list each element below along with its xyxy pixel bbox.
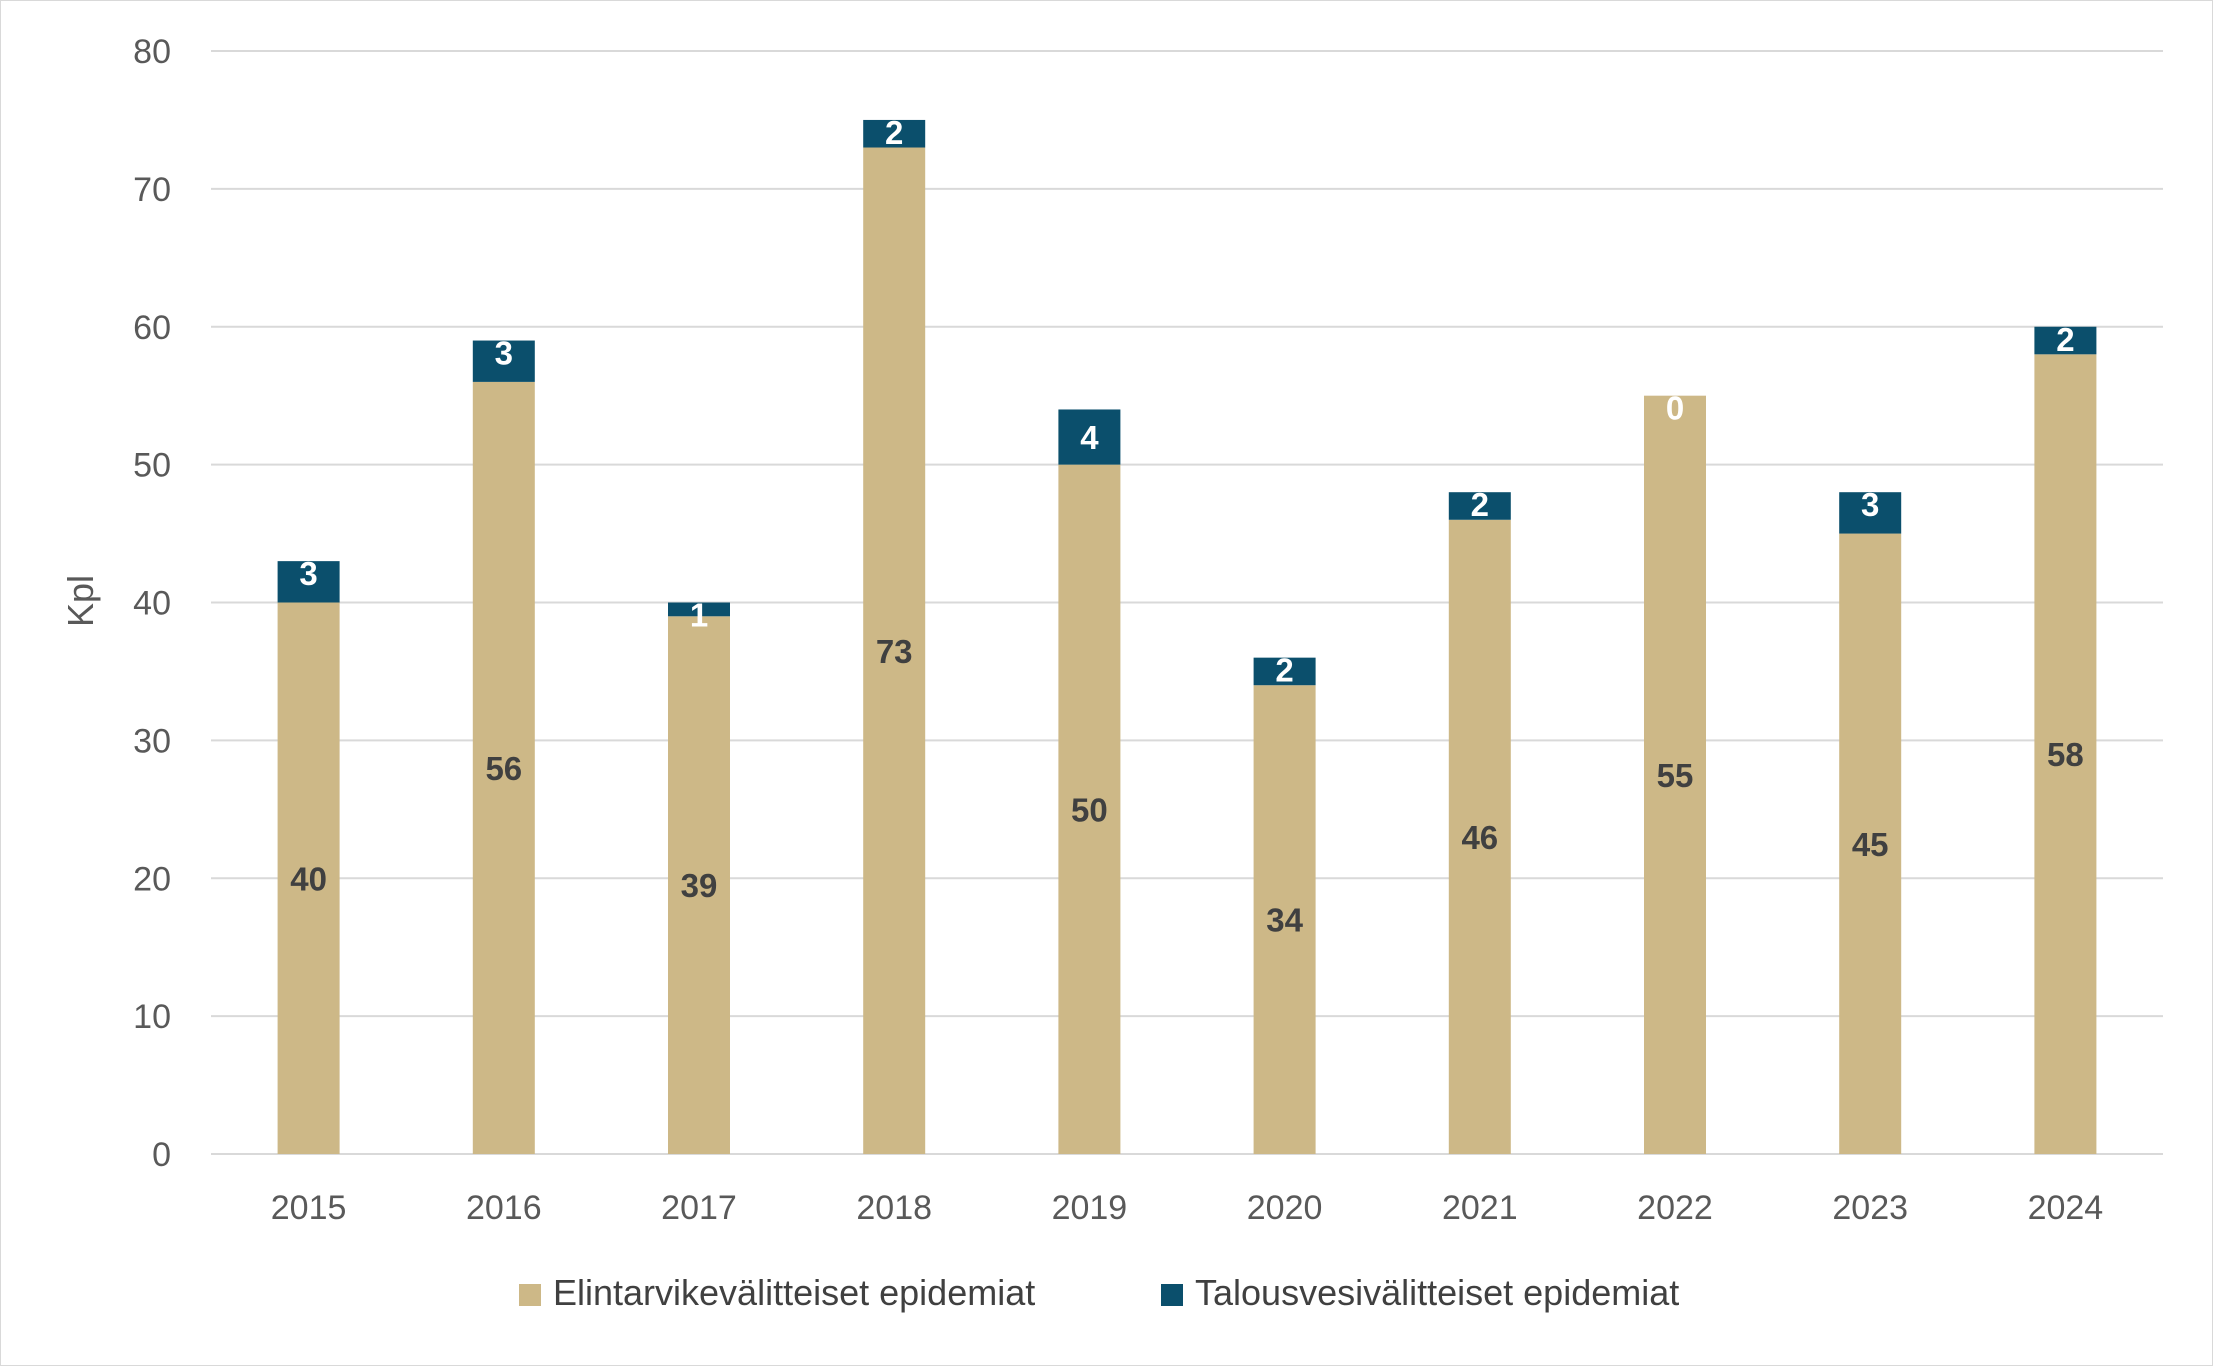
water-bar-segment [1448,492,1511,520]
food-bar-segment [1058,464,1121,1154]
gridlines [211,50,2163,1155]
bars [277,119,2097,1154]
y-tick-label: 20 [133,860,171,898]
water-data-label: 0 [1666,390,1684,427]
x-tick-label: 2021 [1442,1189,1518,1227]
food-data-label: 34 [1266,902,1303,939]
legend-label: Elintarvikevälitteiset epidemiat [553,1272,1035,1313]
food-data-label: 45 [1852,826,1889,863]
food-bar-segment [1839,533,1902,1154]
data-labels: 40 3 56 3 39 1 73 2 50 4 34 2 46 2 55 0 45 3 58 2 [290,114,2084,939]
food-data-label: 50 [1071,791,1108,828]
y-tick-label: 80 [133,33,171,71]
x-tick-label: 2020 [1247,1189,1323,1227]
water-data-label: 3 [1861,486,1879,523]
water-bar-segment [863,119,926,148]
legend-label: Talousvesivälitteiset epidemiat [1195,1272,1679,1313]
food-bar-segment [1644,395,1706,1154]
food-bar-segment [1448,519,1511,1154]
y-tick-label: 10 [133,998,171,1036]
food-data-label: 39 [681,867,718,904]
x-tick-label: 2015 [271,1189,347,1227]
food-bar-segment [863,147,926,1154]
y-tick-label: 0 [152,1136,171,1174]
food-data-label: 58 [2047,736,2084,773]
water-data-label: 3 [495,335,513,372]
food-data-label: 40 [290,860,327,897]
food-data-label: 73 [876,633,913,670]
food-bar-segment [277,602,340,1154]
y-axis-ticks: 0 10 20 30 40 50 60 70 80 [133,33,171,1174]
food-data-label: 55 [1657,757,1694,794]
x-tick-label: 2023 [1832,1189,1908,1227]
food-bar-segment [2034,354,2097,1154]
water-data-label: 2 [1275,652,1293,689]
water-bar-segment [472,340,535,382]
water-bar-segment [2034,326,2097,355]
x-tick-label: 2019 [1052,1189,1128,1227]
water-bar-segment [1839,492,1902,534]
y-tick-label: 60 [133,309,171,347]
y-axis-title: Kpl [60,575,101,627]
x-tick-label: 2022 [1637,1189,1713,1227]
water-data-label: 2 [2056,321,2074,358]
water-data-label: 2 [885,114,903,151]
food-bar-segment [472,381,535,1154]
water-bar-segment [277,561,340,603]
x-tick-label: 2016 [466,1189,542,1227]
y-tick-label: 40 [133,585,171,623]
y-tick-label: 30 [133,722,171,760]
food-data-label: 46 [1461,819,1498,856]
legend-swatch [1161,1284,1183,1306]
water-bar-segment [1058,409,1121,465]
y-tick-label: 50 [133,447,171,485]
y-tick-label: 70 [133,171,171,209]
water-data-label: 1 [690,597,708,634]
x-tick-label: 2024 [2028,1189,2104,1227]
food-bar-segment [668,616,730,1154]
x-tick-label: 2018 [856,1189,932,1227]
water-data-label: 3 [299,555,317,592]
food-bar-segment [1253,685,1316,1154]
water-bar-segment [1253,657,1316,686]
legend: Elintarvikevälitteiset epidemiat Talousve… [519,1272,1679,1313]
water-data-label: 2 [1471,486,1489,523]
x-axis-ticks: 2015 2016 2017 2018 2019 2020 2021 2022 2023 2024 [271,1189,2103,1227]
water-data-label: 4 [1080,419,1099,456]
water-bar-segment [668,602,730,617]
x-tick-label: 2017 [661,1189,737,1227]
legend-swatch [519,1284,541,1306]
food-data-label: 56 [485,750,522,787]
